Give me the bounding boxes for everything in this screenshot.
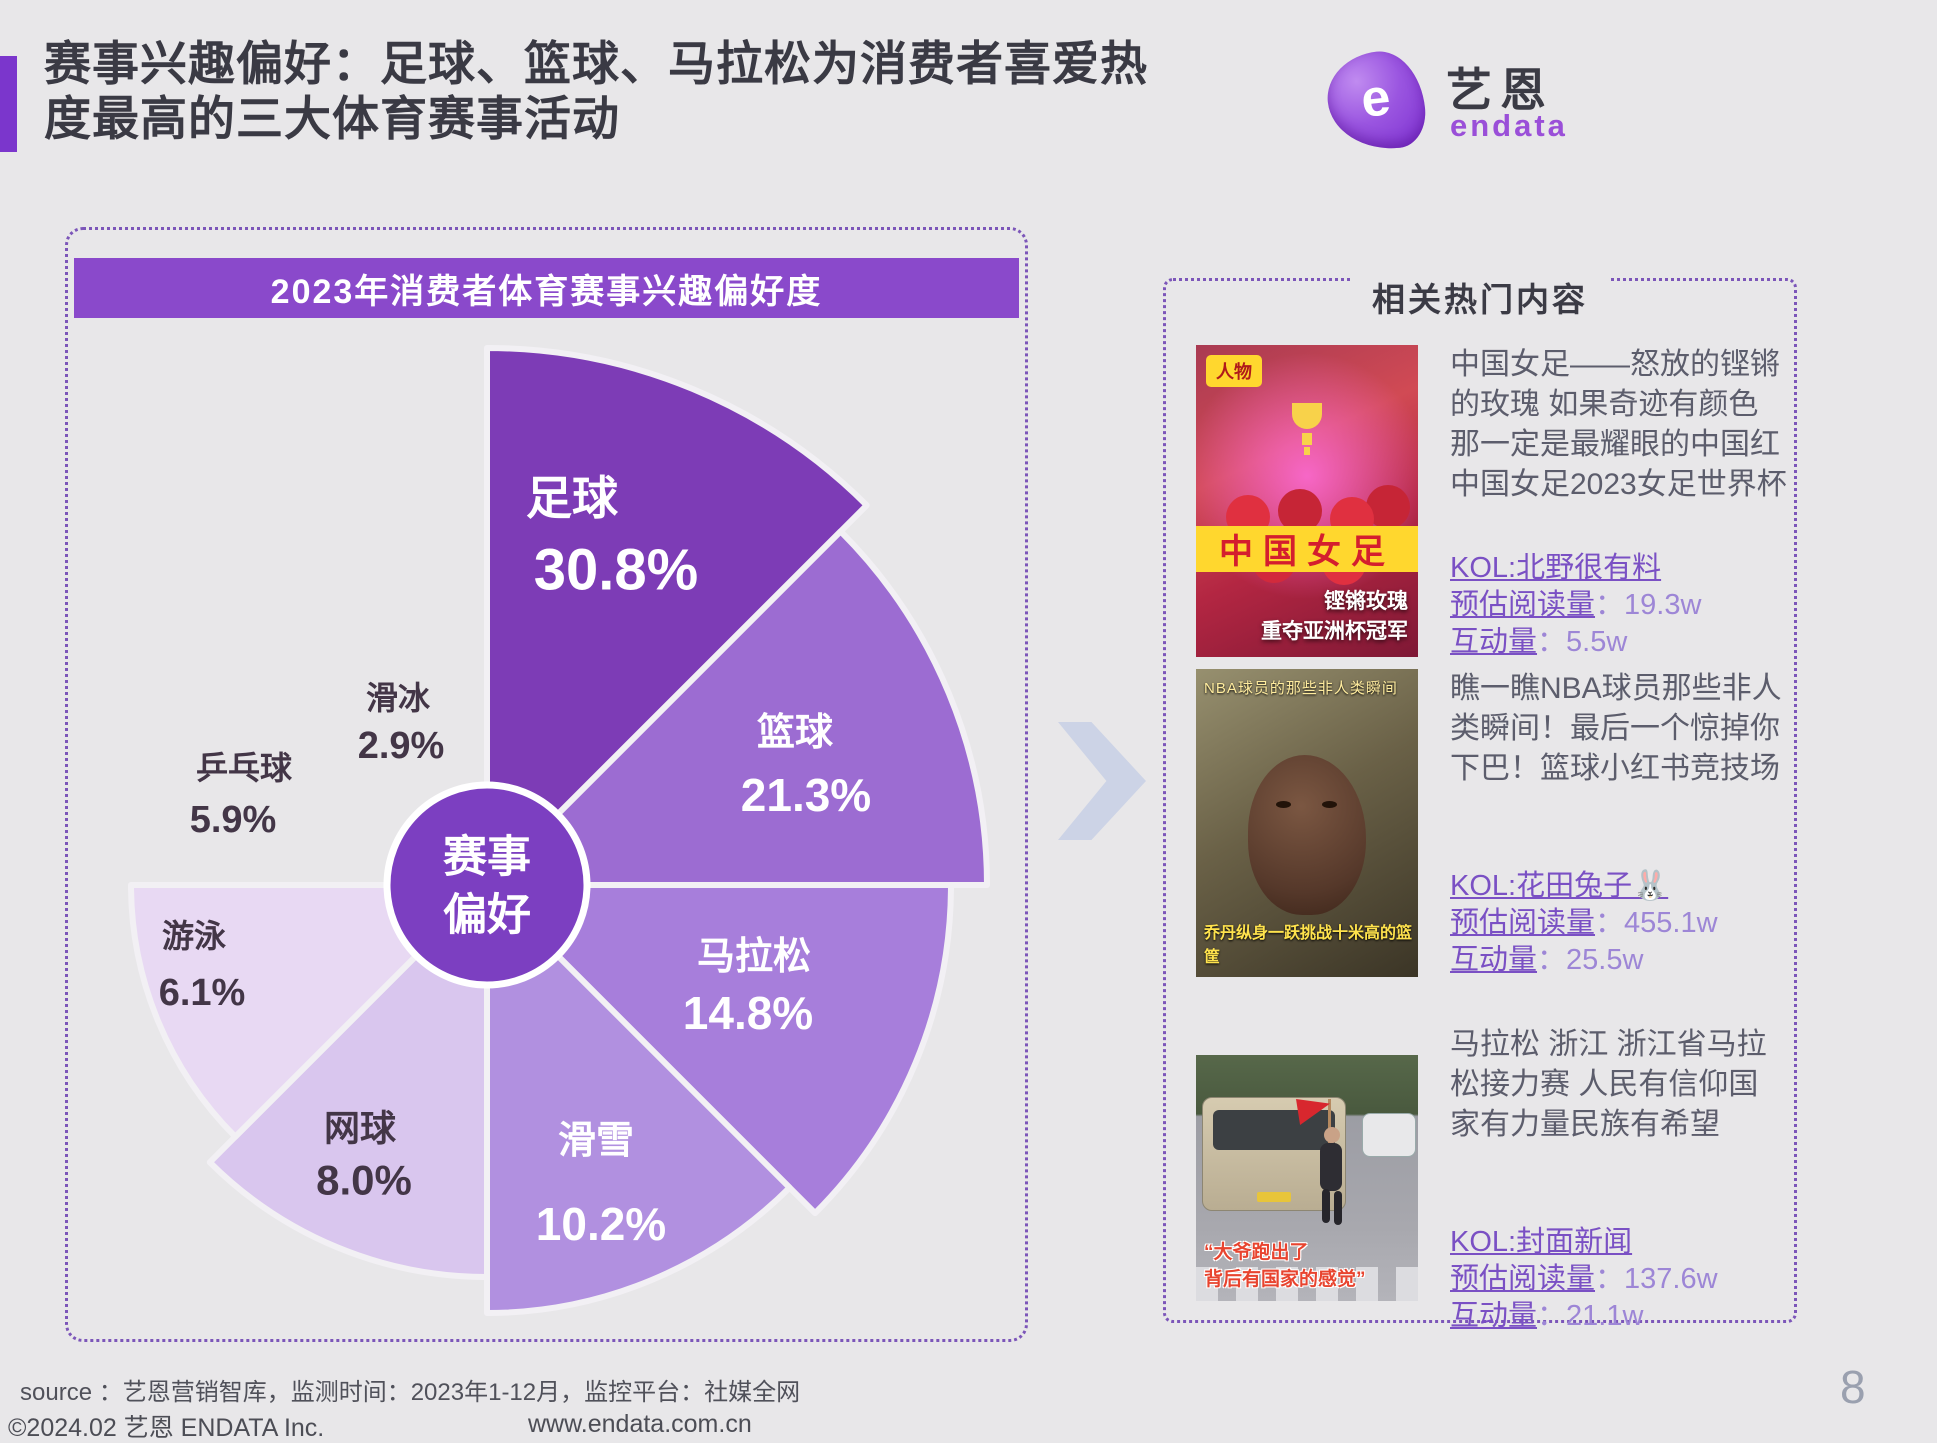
spacer <box>1450 789 1788 868</box>
player-eyes <box>1276 801 1291 809</box>
page-number: 8 <box>1840 1361 1866 1413</box>
engagement-label: 互动量 <box>1450 626 1538 658</box>
card-description: 瞧一瞧NBA球员那些非人类瞬间！最后一个惊掉你下巴！篮球小红书竞技场 <box>1450 672 1782 785</box>
bus-windshield <box>1213 1110 1335 1150</box>
spacer <box>1450 505 1788 550</box>
flag-pole <box>1328 1099 1331 1145</box>
copyright: ©2024.02 艺恩 ENDATA Inc. <box>8 1414 325 1442</box>
photo-caption-line1: 铿锵玫瑰 <box>1324 590 1408 613</box>
player-face <box>1248 755 1366 916</box>
card-stats: KOL:封面新闻 预估阅读量：137.6w 互动量：21.1w <box>1450 1224 1788 1335</box>
endata-logo-cn: 艺恩 <box>1446 64 1554 116</box>
video-title-overlay: NBA球员的那些非人类瞬间 <box>1204 680 1398 697</box>
engagement-label: 互动量 <box>1450 1300 1538 1332</box>
card-stats: KOL:花田兔子🐰 预估阅读量：455.1w 互动量：25.5w <box>1450 868 1788 979</box>
runner-body <box>1320 1143 1342 1191</box>
engagement-value: ：5.5w <box>1537 626 1628 658</box>
related-panel-title: 相关热门内容 <box>1350 273 1610 321</box>
photo-badge: 人物 <box>1206 355 1262 387</box>
website-link[interactable]: www.endata.com.cn <box>528 1410 752 1438</box>
chart-title-bar: 2023年消费者体育赛事兴趣偏好度 <box>74 258 1019 318</box>
engagement-line: 互动量：21.1w <box>1450 1298 1788 1335</box>
read-count-value: ：19.3w <box>1595 589 1702 621</box>
read-count-label: 预估阅读量 <box>1450 907 1596 939</box>
kol-name: KOL:花田兔子🐰 <box>1450 870 1669 902</box>
source-note: source ：艺恩营销智库，监测时间：2023年1-12月，监控平台：社媒全网 <box>20 1379 801 1406</box>
engagement-line: 互动量：25.5w <box>1450 942 1788 979</box>
photo-caption-line2: 背后有国家的感觉” <box>1204 1269 1366 1290</box>
photo-caption-line2: 重夺亚洲杯冠军 <box>1261 620 1408 643</box>
card-thumbnail-women-football[interactable]: 人物 中国女足 铿锵玫瑰 重夺亚洲杯冠军 <box>1196 345 1418 657</box>
runner-head <box>1324 1127 1340 1143</box>
video-subtitle-overlay: 乔丹纵身一跃挑战十米高的篮筐 <box>1204 925 1413 966</box>
chart-title: 2023年消费者体育赛事兴趣偏好度 <box>270 272 823 311</box>
card-thumbnail-marathon[interactable]: “大爷跑出了 背后有国家的感觉” <box>1196 1055 1418 1301</box>
related-content-panel: 相关热门内容 人物 中国女足 铿锵玫瑰 重夺亚洲杯冠军 中国女足——怒放的铿锵的… <box>1163 273 1797 1332</box>
page-title-line1: 赛事兴趣偏好：足球、篮球、马拉松为消费者喜爱热 <box>44 37 1148 90</box>
endata-logo: e 艺恩 endata <box>1323 47 1798 162</box>
related-card-women-football[interactable]: 人物 中国女足 铿锵玫瑰 重夺亚洲杯冠军 中国女足——怒放的铿锵的玫瑰 如果奇迹… <box>1196 345 1788 661</box>
engagement-line: 互动量：5.5w <box>1450 624 1788 661</box>
crosswalk <box>1196 1267 1418 1301</box>
kol-name: KOL:北野很有料 <box>1450 552 1662 584</box>
read-count-label: 预估阅读量 <box>1450 589 1596 621</box>
endata-logo-glyph: e <box>1358 68 1394 129</box>
title-accent-bar <box>0 56 17 152</box>
spacer <box>1450 1145 1788 1224</box>
photo-caption: “大爷跑出了 背后有国家的感觉” <box>1204 1239 1366 1293</box>
related-card-marathon[interactable]: “大爷跑出了 背后有国家的感觉” 马拉松 浙江 浙江省马拉松接力赛 人民有信仰国… <box>1196 1025 1788 1335</box>
read-count-label: 预估阅读量 <box>1450 1263 1596 1295</box>
trophy-icon <box>1292 403 1322 429</box>
car <box>1362 1113 1416 1157</box>
kol-name: KOL:封面新闻 <box>1450 1226 1633 1258</box>
photo-caption-line1: “大爷跑出了 <box>1204 1242 1309 1263</box>
chevron-right-icon <box>1058 722 1146 840</box>
read-count-value: ：137.6w <box>1595 1263 1718 1295</box>
engagement-label: 互动量 <box>1450 944 1538 976</box>
chart-panel: 2023年消费者体育赛事兴趣偏好度 <box>65 227 1028 1342</box>
bus-plate <box>1257 1192 1291 1202</box>
page-title-line2: 度最高的三大体育赛事活动 <box>44 92 620 145</box>
card-description: 中国女足——怒放的铿锵的玫瑰 如果奇迹有颜色 那一定是最耀眼的中国红 中国女足2… <box>1450 348 1787 501</box>
photo-caption: 铿锵玫瑰 重夺亚洲杯冠军 <box>1261 587 1408 647</box>
photo-banner-text: 中国女足 <box>1219 533 1395 572</box>
card-thumbnail-nba[interactable]: NBA球员的那些非人类瞬间 乔丹纵身一跃挑战十米高的篮筐 <box>1196 669 1418 977</box>
engagement-value: ：21.1w <box>1537 1300 1644 1332</box>
endata-logo-en: endata <box>1450 108 1568 143</box>
page-title: 赛事兴趣偏好：足球、篮球、马拉松为消费者喜爱热 度最高的三大体育赛事活动 <box>44 36 1334 146</box>
read-count-line: 预估阅读量：455.1w <box>1450 905 1788 942</box>
card-description: 马拉松 浙江 浙江省马拉松接力赛 人民有信仰国家有力量民族有希望 <box>1450 1028 1767 1141</box>
engagement-value: ：25.5w <box>1537 944 1644 976</box>
read-count-line: 预估阅读量：137.6w <box>1450 1261 1788 1298</box>
read-count-value: ：455.1w <box>1595 907 1718 939</box>
runner-legs <box>1322 1189 1330 1223</box>
photo-banner: 中国女足 <box>1196 525 1418 572</box>
endata-logo-icon: e <box>1323 47 1429 155</box>
card-stats: KOL:北野很有料 预估阅读量：19.3w 互动量：5.5w <box>1450 550 1788 661</box>
read-count-line: 预估阅读量：19.3w <box>1450 587 1788 624</box>
related-card-nba[interactable]: NBA球员的那些非人类瞬间 乔丹纵身一跃挑战十米高的篮筐 瞧一瞧NBA球员那些非… <box>1196 669 1788 979</box>
